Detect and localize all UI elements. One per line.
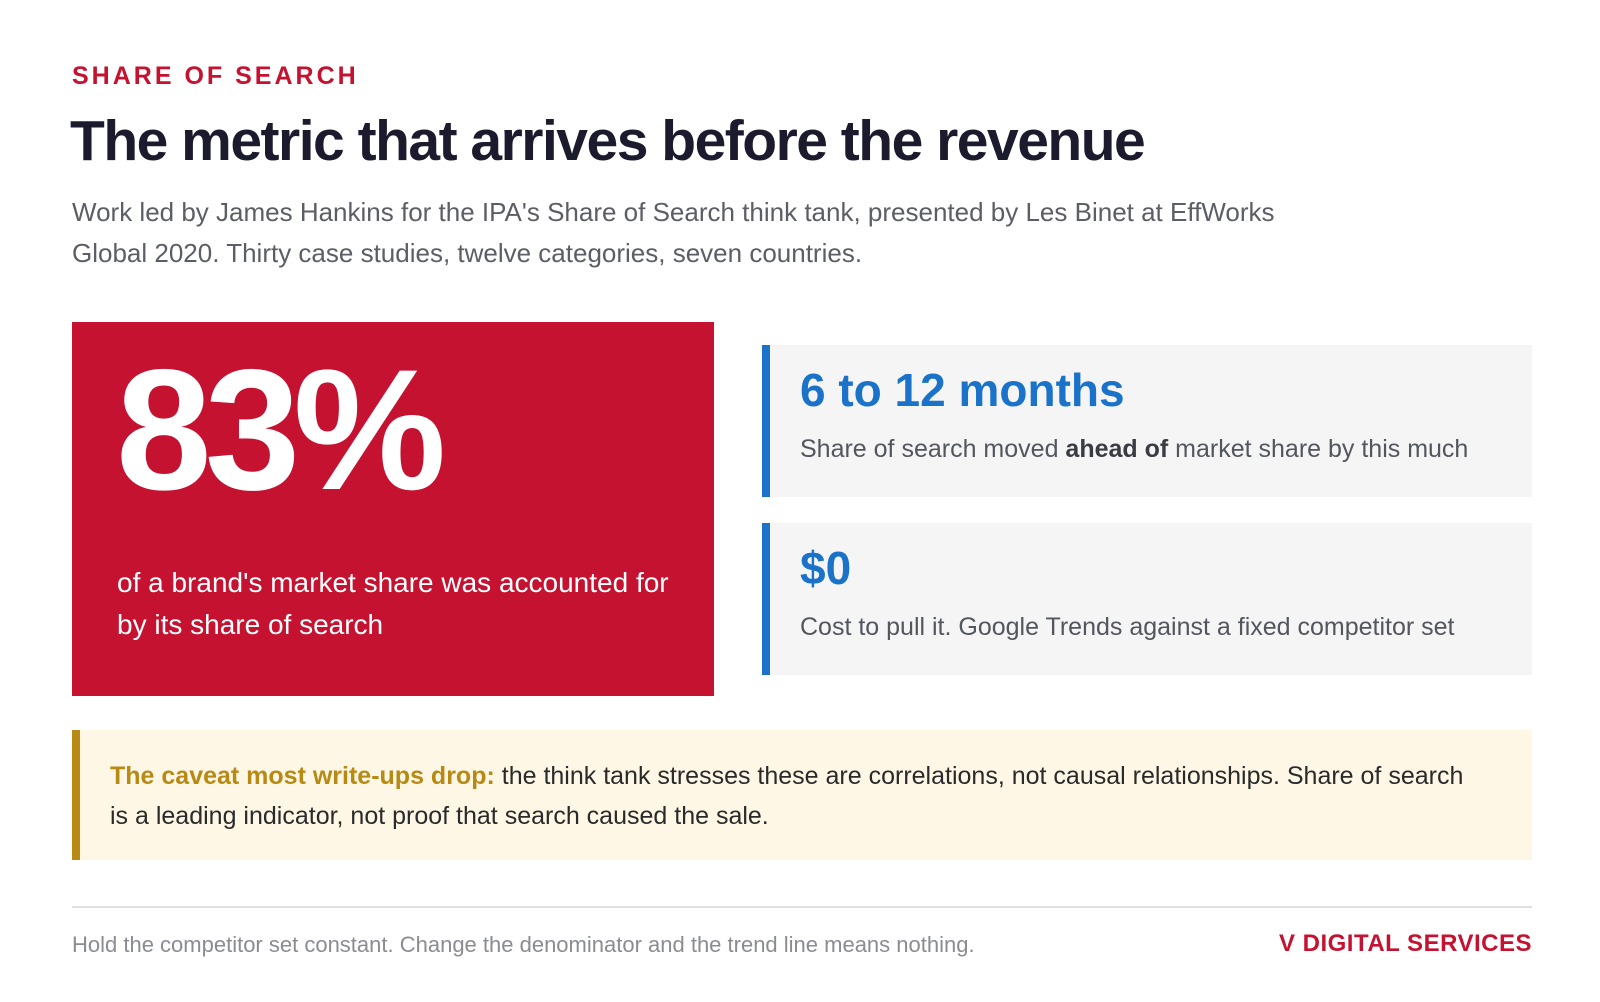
stat-value: 6 to 12 months [800,364,1125,416]
stat-label-text: market share by this much [1168,435,1469,463]
caveat-lead: The caveat most write-ups drop: [110,762,495,790]
footer-note: Hold the competitor set constant. Change… [72,932,975,957]
caveat-body: the think tank stresses these are correl… [110,762,1464,830]
stat-label-text: Share of search moved [800,435,1066,463]
stat-label-emphasis: ahead of [1065,435,1169,463]
eyebrow-label: SHARE OF SEARCH [72,62,359,90]
page-title: The metric that arrives before the reven… [70,109,1146,173]
caveat-callout: The caveat most write-ups drop: the thin… [72,730,1532,860]
page-subtitle: Work led by James Hankins for the IPA's … [72,197,1275,268]
hero-stat-description: of a brand's market share was accounted … [117,567,669,640]
hero-stat-value: 83% [116,334,446,526]
stat-card-lead-time: 6 to 12 months Share of search moved ahe… [762,345,1532,497]
stat-label: Share of search moved ahead of market sh… [800,435,1468,464]
brand-name: V DIGITAL SERVICES [1278,930,1532,957]
caveat-text: The caveat most write-ups drop: the thin… [110,756,1470,836]
hero-stat-card: 83% of a brand's market share was accoun… [72,322,714,696]
stat-card-cost: $0 Cost to pull it. Google Trends agains… [762,523,1532,675]
footer-divider [72,906,1532,908]
stat-label: Cost to pull it. Google Trends against a… [800,613,1455,641]
stat-value: $0 [800,542,852,594]
